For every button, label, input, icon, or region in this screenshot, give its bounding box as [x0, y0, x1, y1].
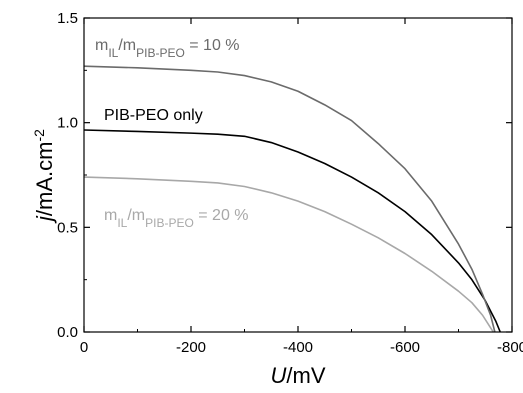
annotation-il-20-m: m [104, 207, 117, 224]
annotation-il-20-sub2: PIB-PEO [145, 216, 194, 230]
x-tick-label: -600 [390, 339, 420, 356]
y-tick-label: 1.5 [57, 10, 78, 27]
x-axis-label-rest: /mV [286, 363, 325, 388]
annotation-il-10-m: m [95, 37, 108, 54]
annotation-il-10-slash: /m [118, 37, 136, 54]
annotation-il-20-slash: /m [127, 207, 145, 224]
annotation-il-20-sub1: IL [117, 216, 127, 230]
annotation-il-10-value: = 10 % [185, 37, 240, 54]
x-axis-label-italic: U [270, 363, 286, 388]
series-line-2 [83, 176, 494, 333]
y-axis-label: j/mA.cm-2 [31, 129, 57, 224]
y-tick-label: 0.0 [57, 324, 78, 341]
annotation-il-20: mIL/mPIB-PEO = 20 % [104, 207, 249, 230]
annotation-il-10-sub1: IL [108, 46, 118, 60]
x-tick-label: -200 [176, 339, 206, 356]
y-tick-label: 0.5 [57, 219, 78, 236]
x-tick-label: -800 [497, 339, 523, 356]
series-line-0 [83, 129, 501, 333]
series-layer [83, 65, 501, 333]
y-axis-label-superscript: -2 [31, 129, 47, 142]
ticks-layer: 0 -200 -400 -600 -800 0.0 0.5 1.0 1.5 [57, 10, 523, 356]
y-axis-label-rest: /mA.cm [32, 142, 57, 217]
annotation-il-10-sub2: PIB-PEO [136, 46, 185, 60]
y-axis-label-italic: j [32, 215, 57, 224]
plot-frame [83, 17, 513, 333]
annotation-pib-peo-only: PIB-PEO only [104, 107, 203, 124]
annotation-il-20-value: = 20 % [194, 207, 249, 224]
series-line-1 [83, 65, 496, 333]
annotation-il-10: mIL/mPIB-PEO = 10 % [95, 37, 240, 60]
x-tick-label: -400 [283, 339, 313, 356]
y-tick-label: 1.0 [57, 115, 78, 132]
x-axis-label: U/mV [270, 363, 325, 388]
x-tick-label: 0 [80, 339, 88, 356]
